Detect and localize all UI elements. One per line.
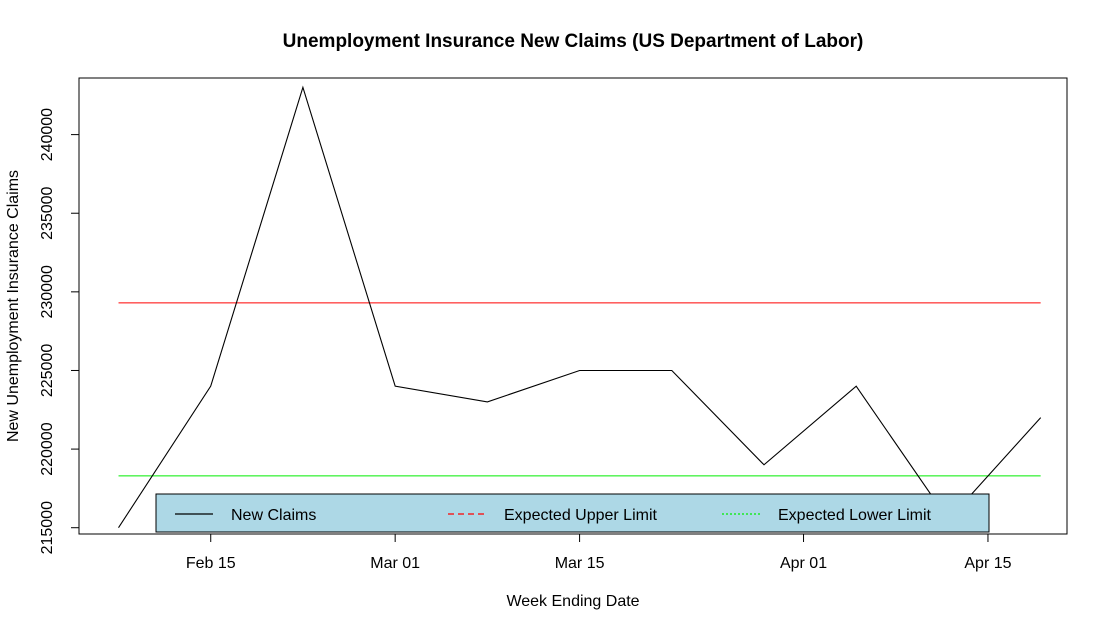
x-tick-label: Mar 15 [555, 555, 605, 572]
legend-box [155, 493, 990, 533]
x-tick-label: Apr 01 [780, 555, 827, 572]
y-tick-label: 225000 [39, 344, 56, 397]
plot-area-frame [78, 77, 1068, 535]
series-line-new-claims [118, 85, 1042, 529]
y-tick-label: 240000 [39, 108, 56, 161]
y-tick-label: 220000 [39, 422, 56, 475]
y-tick-label: 215000 [39, 501, 56, 554]
legend-new-claims-label: New Claims [231, 507, 316, 524]
y-tick-label: 230000 [39, 265, 56, 318]
y-axis: 215000 220000 225000 230000 235000 240000 [39, 108, 80, 554]
legend-upper-limit-label: Expected Upper Limit [504, 507, 658, 524]
y-tick-label: 235000 [39, 186, 56, 239]
series-layer [118, 85, 1042, 529]
x-tick-label: Apr 15 [964, 555, 1011, 572]
y-axis-title: New Unemployment Insurance Claims [5, 170, 22, 442]
legend-lower-limit-label: Expected Lower Limit [778, 507, 932, 524]
chart-title: Unemployment Insurance New Claims (US De… [283, 31, 864, 52]
x-axis: Feb 15 Mar 01 Mar 15 Apr 01 Apr 15 [186, 533, 1012, 572]
reference-lines [118, 302, 1041, 477]
legend: New Claims Expected Upper Limit Expected L… [155, 493, 990, 533]
x-tick-label: Mar 01 [370, 555, 420, 572]
x-tick-label: Feb 15 [186, 555, 236, 572]
x-axis-title: Week Ending Date [506, 593, 639, 610]
